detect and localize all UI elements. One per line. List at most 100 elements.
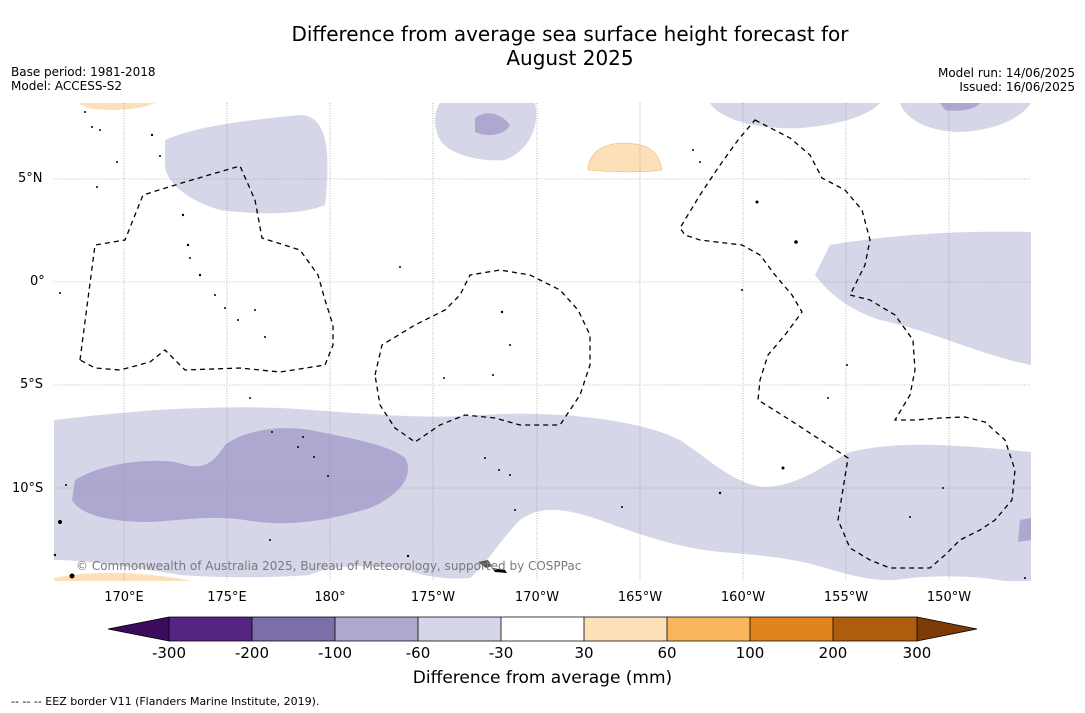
colorbar-title: Difference from average (mm) xyxy=(412,668,673,688)
colorbar-segment xyxy=(252,617,335,641)
colorbar-tick-label: 300 xyxy=(902,644,932,662)
model-name: Model: ACCESS-S2 xyxy=(11,79,123,93)
island xyxy=(271,431,273,433)
eez-footnote: -- -- -- EEZ border V11 (Flanders Marine… xyxy=(11,695,320,708)
anomaly-region-positive-center xyxy=(587,142,663,173)
island xyxy=(249,397,251,399)
base-period: Base period: 1981-2018 xyxy=(11,65,156,79)
island xyxy=(59,292,61,294)
copyright-text: © Commonwealth of Australia 2025, Bureau… xyxy=(76,559,582,573)
island xyxy=(406,554,410,558)
island xyxy=(302,436,304,438)
anomaly-region-east xyxy=(815,231,1031,365)
anomaly-region-strong-southwest xyxy=(72,428,409,524)
colorbar xyxy=(107,616,978,642)
map-title: Difference from average sea surface heig… xyxy=(0,22,1085,70)
colorbar-segment xyxy=(169,617,252,641)
island xyxy=(99,129,101,131)
colorbar-segment xyxy=(584,617,667,641)
anomaly-region-strong-east-edge xyxy=(1018,518,1031,542)
island xyxy=(794,240,798,244)
island xyxy=(237,319,239,321)
island xyxy=(214,294,216,296)
anomaly-region-north-far-east xyxy=(900,103,1031,132)
island xyxy=(741,289,743,291)
meta-left: Base period: 1981-2018 Model: ACCESS-S2 xyxy=(11,65,156,93)
island xyxy=(718,491,722,495)
island xyxy=(96,186,98,188)
colorbar-tick-label: -300 xyxy=(151,644,187,662)
island xyxy=(297,446,299,448)
island xyxy=(827,397,829,399)
island xyxy=(514,509,516,511)
island xyxy=(69,573,75,579)
island xyxy=(58,520,62,524)
colorbar-segment xyxy=(501,617,584,641)
colorbar-tick-label: 60 xyxy=(657,644,677,662)
island xyxy=(198,273,202,277)
island xyxy=(116,161,118,163)
colorbar-segment xyxy=(833,617,917,641)
title-line-2: August 2025 xyxy=(506,46,634,70)
lon-label: 150°W xyxy=(926,590,972,605)
island xyxy=(189,257,191,259)
colorbar-segment xyxy=(418,617,501,641)
colorbar-tick-label: -100 xyxy=(317,644,353,662)
graticule xyxy=(54,103,1031,581)
island xyxy=(181,213,185,217)
island xyxy=(224,307,226,309)
lon-label: 180° xyxy=(314,590,346,605)
island xyxy=(621,506,623,508)
island xyxy=(53,553,57,557)
island xyxy=(65,484,67,486)
colorbar-segment xyxy=(667,617,750,641)
anomaly-region-positive-southwest xyxy=(54,572,192,581)
anomaly-region-strong-northeast xyxy=(940,103,980,111)
colorbar-extend-high xyxy=(917,617,977,641)
island xyxy=(500,310,504,314)
colorbar-segment xyxy=(750,617,833,641)
island xyxy=(443,377,445,379)
anomaly-region-positive-northwest xyxy=(78,103,155,111)
model-run: Model run: 14/06/2025 xyxy=(937,66,1075,80)
island xyxy=(492,374,494,376)
island xyxy=(509,344,511,346)
island xyxy=(692,149,694,151)
lon-label: 170°E xyxy=(104,590,144,605)
anomaly-field xyxy=(54,103,1031,581)
colorbar-tick-label: -30 xyxy=(488,644,514,662)
issued-date: Issued: 16/06/2025 xyxy=(959,80,1075,94)
island xyxy=(254,309,256,311)
eez-border-phoenix xyxy=(374,269,591,443)
island xyxy=(909,516,911,518)
island xyxy=(1024,577,1026,579)
island xyxy=(484,457,486,459)
island xyxy=(150,133,154,137)
colorbar-segment xyxy=(335,617,418,641)
anomaly-region-strong-north xyxy=(475,113,510,136)
colorbar-tick-label: 200 xyxy=(818,644,848,662)
eez-borders xyxy=(79,119,1016,569)
lon-label: 155°W xyxy=(823,590,869,605)
island xyxy=(498,469,500,471)
island xyxy=(755,200,759,204)
lat-label: 5°S xyxy=(20,377,44,392)
island xyxy=(91,126,93,128)
colorbar-tick-label: -60 xyxy=(405,644,431,662)
island xyxy=(186,243,190,247)
colorbar-extend-low xyxy=(108,617,169,641)
island xyxy=(327,475,329,477)
title-line-1: Difference from average sea surface heig… xyxy=(291,22,849,46)
eez-border-line-islands xyxy=(679,119,1016,569)
islands xyxy=(53,111,1026,579)
island-large xyxy=(478,560,492,568)
lat-label: 5°N xyxy=(18,171,43,186)
lon-label: 175°W xyxy=(410,590,456,605)
colorbar-tick-label: 100 xyxy=(735,644,765,662)
island-large xyxy=(492,568,507,573)
meta-right: Model run: 14/06/2025 Issued: 16/06/2025 xyxy=(938,66,1075,94)
colorbar-tick-label: 30 xyxy=(574,644,594,662)
island xyxy=(781,466,785,470)
island xyxy=(84,111,86,113)
